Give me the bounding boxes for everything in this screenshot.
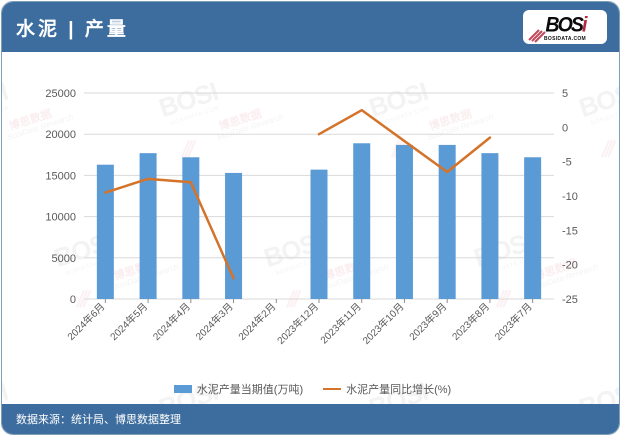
svg-text:20000: 20000	[45, 129, 76, 141]
svg-text:2024年2月: 2024年2月	[235, 300, 278, 343]
svg-text:5000: 5000	[52, 253, 76, 265]
svg-text:5: 5	[562, 88, 568, 100]
svg-text:-5: -5	[562, 157, 572, 169]
svg-text:2024年6月: 2024年6月	[64, 300, 107, 343]
svg-text:0: 0	[70, 294, 76, 306]
svg-text:-25: -25	[562, 294, 578, 306]
svg-text:2023年8月: 2023年8月	[449, 300, 492, 343]
svg-text:2023年7月: 2023年7月	[492, 300, 535, 343]
svg-text:2023年10月: 2023年10月	[360, 300, 407, 347]
svg-text:2024年3月: 2024年3月	[193, 300, 236, 343]
svg-text:2024年4月: 2024年4月	[150, 300, 193, 343]
svg-text:2023年9月: 2023年9月	[406, 300, 449, 343]
svg-text:2024年5月: 2024年5月	[107, 300, 150, 343]
svg-text:2023年12月: 2023年12月	[274, 300, 321, 347]
svg-text:-10: -10	[562, 191, 578, 203]
svg-text:15000: 15000	[45, 170, 76, 182]
svg-text:0: 0	[562, 122, 568, 134]
svg-text:-15: -15	[562, 225, 578, 237]
svg-text:25000: 25000	[45, 88, 76, 100]
svg-text:-20: -20	[562, 260, 578, 272]
svg-text:2023年11月: 2023年11月	[317, 300, 363, 346]
svg-text:10000: 10000	[45, 212, 76, 224]
